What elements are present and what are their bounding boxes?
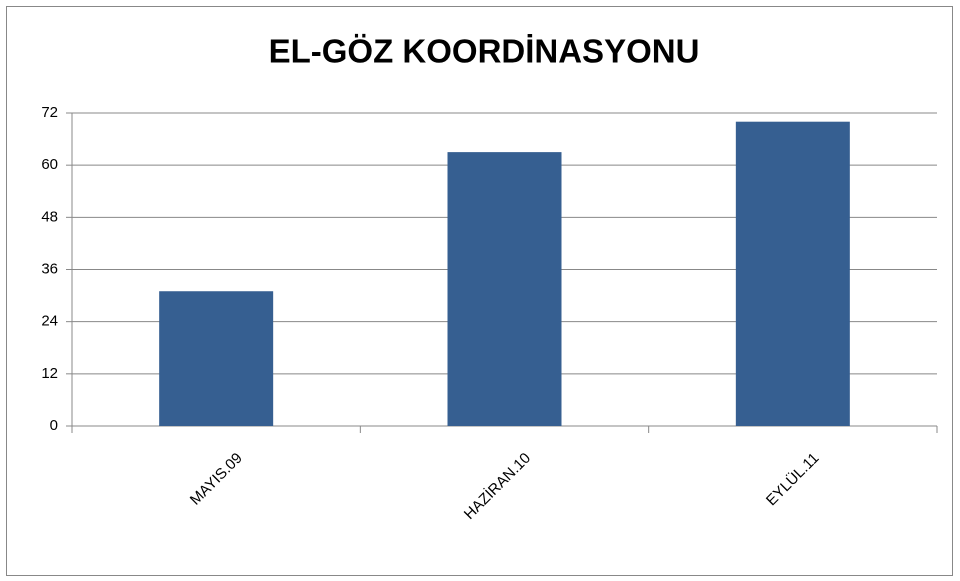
bar	[447, 152, 562, 426]
y-tick-label: 36	[41, 260, 58, 277]
y-tick-label: 60	[41, 156, 58, 173]
y-tick-label: 72	[41, 104, 58, 121]
y-tick-label: 12	[41, 365, 58, 382]
y-tick-label: 48	[41, 208, 58, 225]
chart-title: EL-GÖZ KOORDİNASYONU	[269, 33, 700, 70]
y-tick-label: 24	[41, 313, 58, 330]
y-tick-label: 0	[50, 417, 58, 434]
bar	[735, 121, 850, 426]
bar	[159, 291, 274, 426]
